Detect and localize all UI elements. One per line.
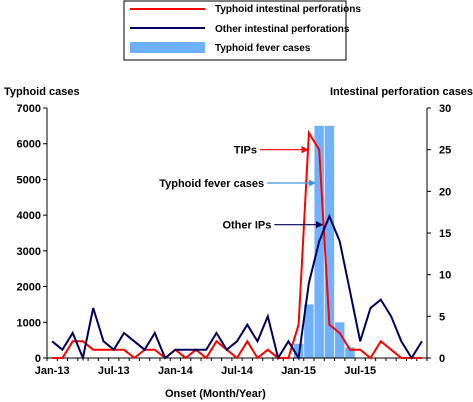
x-tick-label: Jul-13 <box>98 365 130 377</box>
annotations: TIPs Typhoid fever cases Other IPs <box>159 145 324 232</box>
y-right-tick-label: 30 <box>439 103 451 115</box>
y-left-tick-label: 3000 <box>17 246 41 258</box>
y-left-tick-label: 5000 <box>17 174 41 186</box>
x-tick-label: Jul-15 <box>344 365 376 377</box>
y-right-tick-label: 0 <box>439 353 445 365</box>
typhoid-fever-bar <box>345 347 355 358</box>
x-tick-label: Jan-15 <box>281 365 316 377</box>
annotation-label: Other IPs <box>222 220 271 232</box>
y-right-tick-label: 15 <box>439 228 451 240</box>
legend-label-other: Other intestinal perforations <box>215 24 350 35</box>
annotation-label: Typhoid fever cases <box>159 178 264 190</box>
legend-label-tip: Typhoid intestinal perforations <box>215 4 361 15</box>
y-left-tick-label: 1000 <box>17 317 41 329</box>
legend-label-fever: Typhoid fever cases <box>215 43 311 54</box>
line-series-group <box>51 129 423 362</box>
legend: Typhoid intestinal perforations Other in… <box>123 0 361 61</box>
x-tick-label: Jan-13 <box>35 365 70 377</box>
y-right-tick-label: 10 <box>439 270 451 282</box>
y-right-tick-label: 20 <box>439 186 451 198</box>
annotation-label: TIPs <box>234 145 257 157</box>
y-left-tick-label: 4000 <box>17 210 41 222</box>
y-right-tick-label: 25 <box>439 145 451 157</box>
x-axis-title: Onset (Month/Year) <box>165 388 266 400</box>
y-right-tick-label: 5 <box>439 311 445 323</box>
legend-swatch-fever <box>130 42 205 53</box>
y-left-tick-label: 0 <box>35 353 41 365</box>
x-tick-label: Jan-14 <box>158 365 194 377</box>
line-other-intestinal-perforations <box>51 213 423 362</box>
y-left-tick-label: 6000 <box>17 139 41 151</box>
typhoid-fever-bar <box>304 304 314 358</box>
y-left-tick-label: 2000 <box>17 282 41 294</box>
y-right-axis-title: Intestinal perforation cases <box>330 86 473 98</box>
y-left-axis-title: Typhoid cases <box>4 86 80 98</box>
axes: 0 1000 2000 3000 4000 5000 6000 7000 0 5 10 15 20 25 3… <box>17 103 452 377</box>
typhoid-fever-bar <box>334 322 345 358</box>
typhoid-fever-bar <box>324 125 335 358</box>
x-tick-label: Jul-14 <box>221 365 254 377</box>
y-left-tick-label: 7000 <box>17 103 41 115</box>
